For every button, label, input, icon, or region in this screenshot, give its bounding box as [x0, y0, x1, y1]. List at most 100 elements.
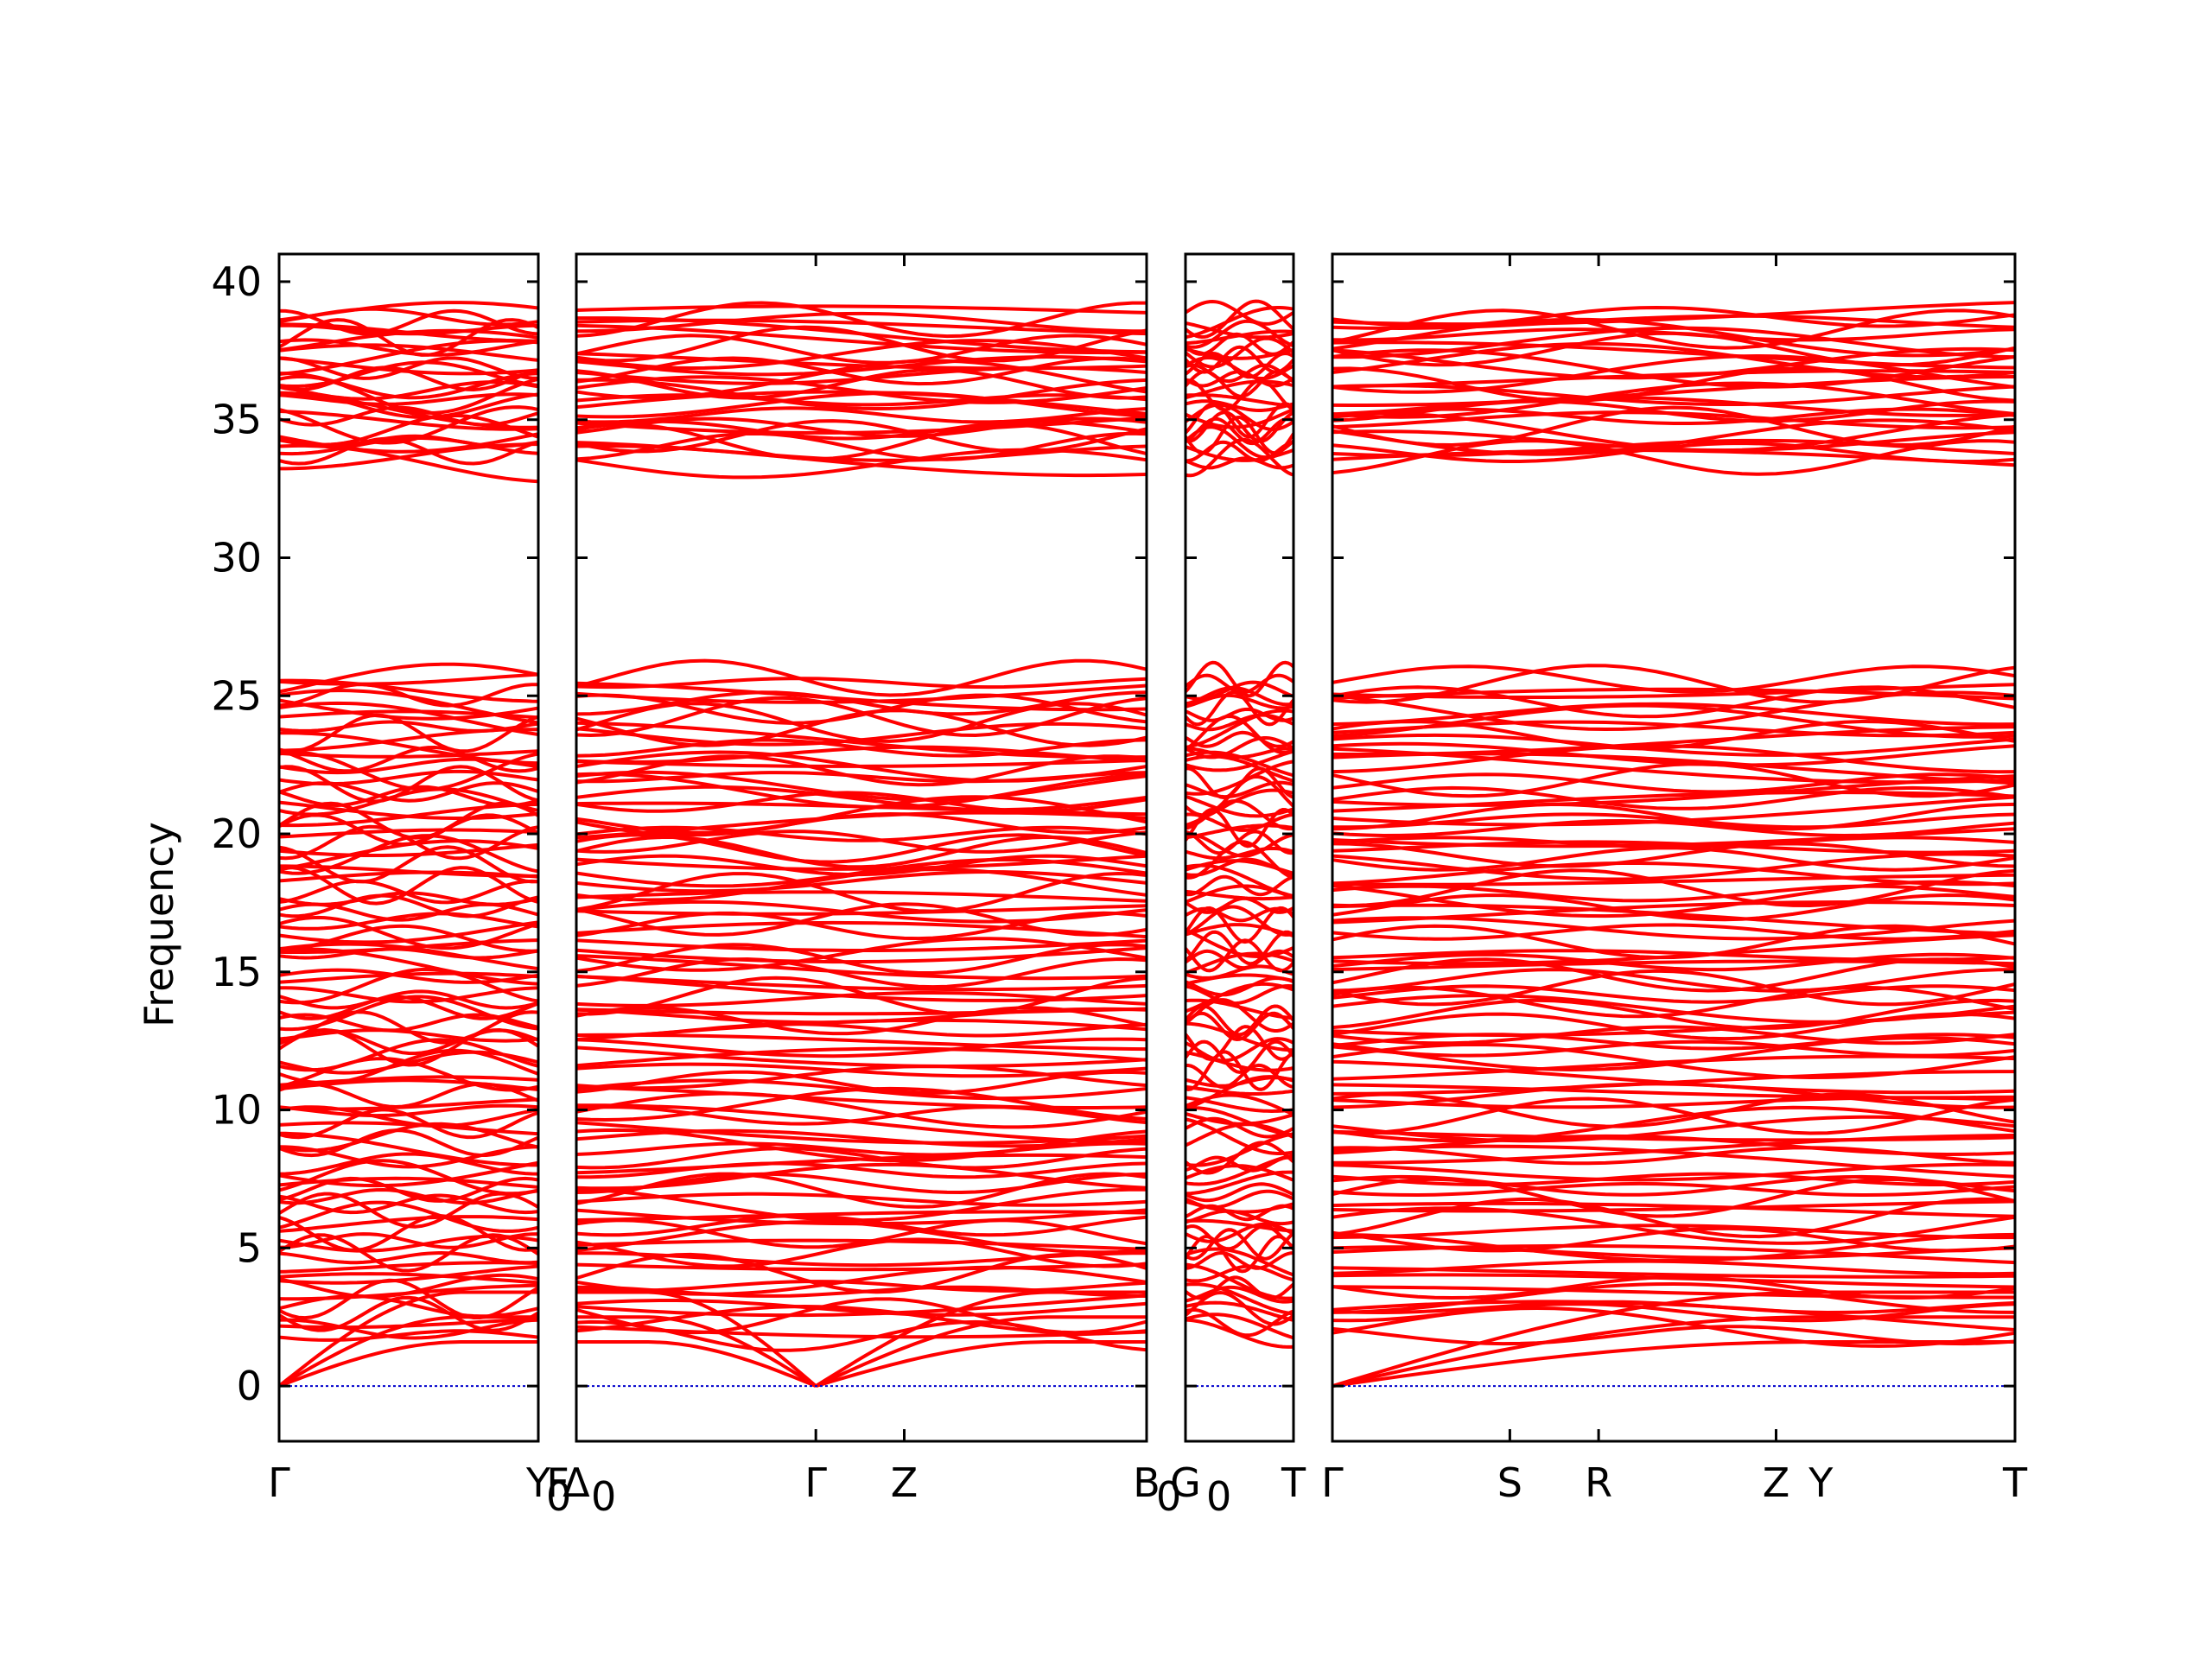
panel-1-bands	[279, 301, 538, 1388]
panel-4-bands	[1332, 301, 2015, 1389]
band-line	[279, 1273, 538, 1299]
acoustic-branch	[1332, 1340, 2015, 1389]
band-line	[576, 1070, 1147, 1096]
band-line	[576, 1046, 1147, 1069]
band-line	[1332, 1039, 2015, 1058]
band-line	[576, 416, 1147, 435]
band-line	[576, 1251, 1147, 1268]
x-tick-label: Γ	[268, 1459, 290, 1506]
x-tick-label: Z	[1763, 1459, 1790, 1506]
band-line	[576, 1121, 1147, 1145]
band-line	[279, 1278, 538, 1320]
band-line	[1332, 923, 2015, 941]
band-line	[279, 989, 538, 1010]
band-line	[279, 947, 538, 960]
band-line	[1332, 1129, 2015, 1142]
y-tick-label: 5	[237, 1224, 262, 1271]
band-line	[279, 1272, 538, 1285]
band-line	[279, 845, 538, 884]
band-line	[576, 1280, 1147, 1293]
band-line	[576, 785, 1147, 812]
band-line	[576, 938, 1147, 952]
acoustic-branch	[576, 1315, 817, 1388]
band-line	[1332, 418, 2015, 456]
band-line	[1185, 437, 1294, 478]
band-line	[279, 1214, 538, 1252]
band-line	[1332, 952, 2015, 972]
band-line	[576, 854, 1147, 877]
band-line	[1332, 1199, 2015, 1213]
band-line	[576, 1065, 1147, 1090]
band-line	[279, 769, 538, 786]
band-line	[279, 1295, 538, 1332]
band-line	[1332, 1281, 2015, 1314]
band-line	[576, 301, 1147, 339]
panel-2	[575, 252, 1148, 1443]
band-line	[279, 356, 538, 376]
y-tick-label: 15	[211, 949, 262, 995]
band-line	[1185, 736, 1294, 760]
band-line	[279, 893, 538, 918]
band-line	[1332, 1134, 2015, 1165]
band-line	[1332, 984, 2015, 1004]
band-line	[1332, 884, 2015, 903]
band-line	[279, 672, 538, 686]
band-line	[279, 1187, 538, 1205]
band-line	[1185, 1222, 1294, 1243]
band-line	[576, 825, 1147, 842]
band-line	[1332, 893, 2015, 922]
band-line	[1332, 802, 2015, 831]
band-line	[1185, 1250, 1294, 1270]
band-line	[576, 1262, 1147, 1272]
panel-4	[1331, 252, 2017, 1443]
band-line	[1185, 1084, 1294, 1096]
band-line	[576, 1078, 1147, 1101]
acoustic-branch	[279, 1315, 538, 1388]
band-line	[279, 1103, 538, 1118]
band-line	[576, 356, 1147, 386]
band-line	[1185, 1234, 1294, 1274]
band-line	[1332, 399, 2015, 423]
acoustic-branch	[815, 1315, 1147, 1388]
band-line	[576, 904, 1147, 916]
band-line	[1332, 969, 2015, 1007]
band-line	[1185, 299, 1294, 340]
band-line	[1185, 1155, 1294, 1173]
band-line	[1332, 968, 2015, 993]
band-line	[1185, 707, 1294, 722]
y-tick-label: 0	[237, 1363, 262, 1409]
x-tick-label: Γ	[1321, 1459, 1344, 1506]
band-line	[576, 1037, 1147, 1058]
band-line	[1332, 703, 2015, 739]
band-line	[1185, 299, 1294, 326]
y-tick-label: 20	[211, 810, 262, 857]
band-line	[279, 1131, 538, 1167]
band-line	[279, 986, 538, 1004]
x-edge-label: F	[546, 1459, 569, 1506]
band-line	[1185, 690, 1294, 727]
band-line	[1332, 868, 2015, 908]
acoustic-branch	[815, 1290, 1147, 1388]
band-line	[1332, 818, 2015, 838]
band-line	[1332, 725, 2015, 756]
band-line	[279, 1048, 538, 1085]
band-line	[576, 1238, 1147, 1251]
band-line	[576, 1046, 1147, 1068]
band-line	[1332, 396, 2015, 417]
band-line	[279, 360, 538, 388]
band-line	[279, 924, 538, 953]
band-line	[279, 405, 538, 427]
band-line	[1185, 415, 1294, 455]
x-tick-label: S	[1497, 1459, 1522, 1506]
band-line	[1185, 351, 1294, 379]
band-line	[576, 1294, 1147, 1318]
panels-layer	[277, 252, 2017, 1443]
band-line	[576, 975, 1147, 992]
band-line	[1332, 301, 2015, 327]
band-line	[576, 946, 1147, 964]
band-line	[1185, 1282, 1294, 1316]
band-line	[1185, 749, 1294, 772]
x-subscript-label: 0	[591, 1473, 616, 1520]
band-line	[1332, 899, 2015, 925]
